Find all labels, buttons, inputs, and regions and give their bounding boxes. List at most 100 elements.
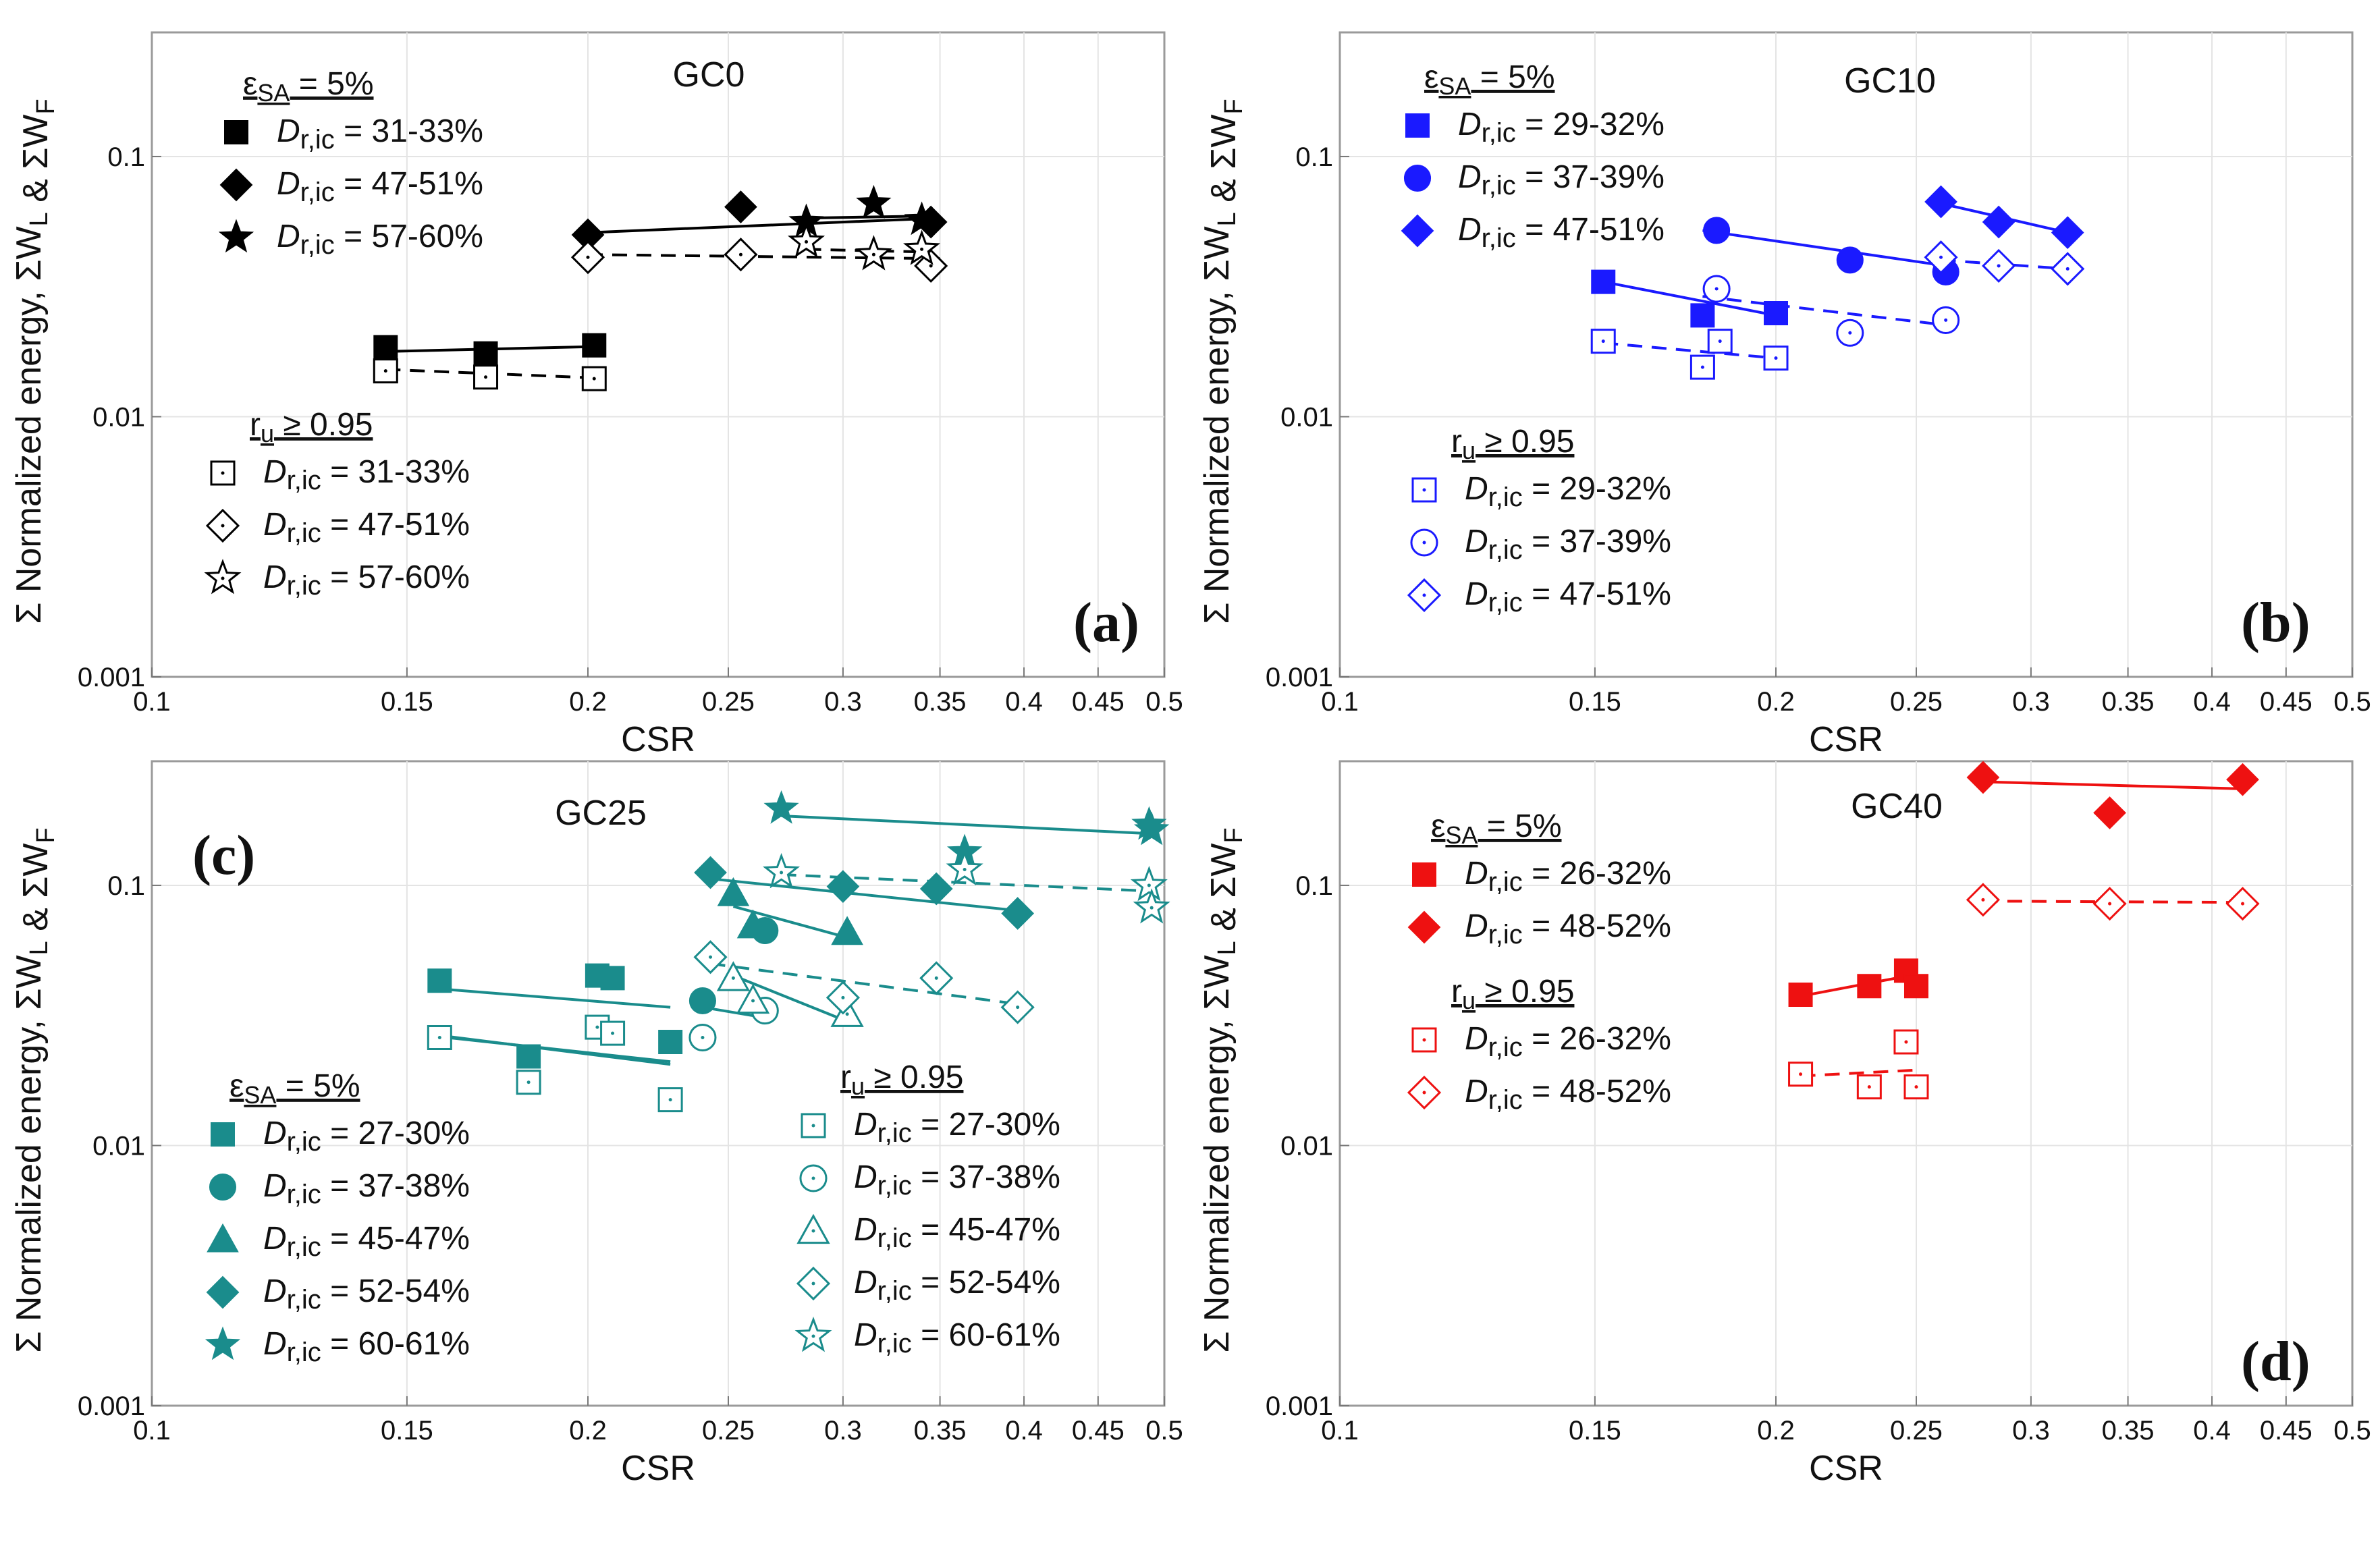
x-tick-label: 0.3 [824, 1416, 862, 1445]
x-tick-label: 0.2 [569, 1416, 607, 1445]
data-point-4-2-center-dot [929, 264, 933, 268]
x-axis-label: CSR [621, 720, 695, 759]
data-point-3-0-center-dot [383, 369, 387, 373]
legend-marker-center-dot [221, 576, 225, 580]
data-point-3-2 [919, 872, 953, 906]
data-point-0-4 [658, 1030, 683, 1055]
legend-marker [218, 219, 254, 253]
y-tick-label: 0.1 [1295, 871, 1333, 901]
x-tick-label: 0.45 [1072, 1416, 1125, 1445]
x-tick-label: 0.45 [2260, 687, 2313, 717]
legend-entry-ru-0: Dr,ic = 29-32% [1465, 471, 1671, 512]
y-axis-label: Σ Normalized energy, ΣWL & ΣWF [1197, 99, 1248, 624]
legend-marker-center-dot [811, 1334, 815, 1338]
legend-marker-center-dot [1422, 541, 1426, 545]
data-point-2-2 [904, 201, 940, 236]
data-point-3-2-center-dot [1718, 339, 1722, 343]
data-point-1-1 [2093, 796, 2126, 829]
data-point-0-0 [373, 335, 398, 360]
legend-entry-sa-2: Dr,ic = 47-51% [1458, 212, 1665, 253]
legend-marker [1401, 214, 1434, 248]
legend-marker-center-dot [811, 1229, 815, 1233]
legend-entry-ru-4: Dr,ic = 60-61% [854, 1317, 1060, 1358]
legend-entry-ru-3: Dr,ic = 52-54% [854, 1265, 1060, 1306]
fit-line-5 [1941, 258, 2068, 271]
panel-letter: (c) [192, 824, 255, 887]
x-tick-label: 0.4 [2193, 1416, 2231, 1445]
x-tick-label: 0.4 [1005, 1416, 1043, 1445]
data-point-3-0 [694, 856, 727, 889]
x-tick-label: 0.1 [133, 687, 171, 717]
legend-entry-sa-4: Dr,ic = 60-61% [263, 1326, 470, 1367]
data-point-4-2-center-dot [1944, 318, 1948, 322]
x-tick-label: 0.1 [1321, 687, 1359, 717]
y-tick-label: 0.01 [92, 1131, 145, 1161]
data-point-1-1 [724, 190, 757, 224]
panel-title: GC0 [673, 55, 745, 94]
data-point-7-1-center-dot [751, 999, 755, 1003]
data-point-8-3-center-dot [1016, 1006, 1020, 1010]
data-point-3-1-center-dot [1700, 365, 1704, 369]
fit-line-0 [1602, 280, 1777, 317]
fit-line-1 [587, 217, 940, 234]
data-point-0-2 [1764, 301, 1789, 326]
x-tick-label: 0.4 [1005, 687, 1043, 717]
legend-entry-sa-0: Dr,ic = 27-30% [263, 1116, 470, 1157]
x-tick-label: 0.35 [2102, 1416, 2155, 1445]
data-point-4-3 [1133, 811, 1170, 846]
x-tick-label: 0.5 [2333, 1416, 2371, 1445]
legend-entry-ru-0: Dr,ic = 26-32% [1465, 1021, 1671, 1062]
legend-sa-title: εSA = 5% [229, 1068, 360, 1109]
legend-marker-center-dot [1422, 593, 1426, 597]
x-tick-label: 0.5 [1145, 687, 1183, 717]
legend-marker [1405, 113, 1430, 138]
data-point-5-2-center-dot [920, 247, 924, 251]
legend-marker [206, 1275, 240, 1309]
legend-entry-ru-2: Dr,ic = 45-47% [854, 1212, 1060, 1253]
plot-area-b [1338, 31, 2354, 678]
data-point-1-2 [2226, 763, 2259, 796]
data-point-0-3 [600, 966, 625, 991]
legend-entry-ru-1: Dr,ic = 37-39% [1465, 524, 1671, 565]
data-point-0-1 [1690, 303, 1715, 328]
data-point-5-0-center-dot [437, 1035, 441, 1039]
fit-line-2 [1800, 1068, 1917, 1078]
panel-a: 0.1 0.15 0.2 0.25 0.3 0.35 0.4 0.45 0.5 0.001 0.01… [9, 31, 1183, 759]
legend-entry-ru-1: Dr,ic = 37-38% [854, 1159, 1060, 1201]
legend-entry-sa-2: Dr,ic = 45-47% [263, 1221, 470, 1262]
legend-entry-ru-0: Dr,ic = 31-33% [263, 454, 470, 495]
data-point-0-3 [1903, 974, 1928, 999]
plot-area-a [151, 31, 1166, 678]
data-point-8-2-center-dot [934, 976, 938, 980]
legend-ru-title: ru ≥ 0.95 [1451, 974, 1574, 1014]
x-tick-label: 0.3 [824, 687, 862, 717]
data-point-2-2-center-dot [1904, 1040, 1908, 1044]
fit-line-8 [710, 962, 1018, 1006]
legend-entry-sa-0: Dr,ic = 31-33% [277, 113, 483, 155]
panel-d: 0.1 0.15 0.2 0.25 0.3 0.35 0.4 0.45 0.5 0.001 0.01… [1197, 760, 2371, 1488]
legend-marker [211, 1122, 235, 1147]
legend-marker [1412, 862, 1436, 887]
data-point-0-1 [516, 1044, 541, 1069]
y-axis-label: Σ Normalized energy, ΣWL & ΣWF [9, 99, 60, 624]
y-tick-label: 0.001 [78, 663, 145, 692]
legend-entry-ru-2: Dr,ic = 57-60% [263, 559, 470, 601]
plot-area-c [151, 760, 1166, 1407]
data-point-3-1-center-dot [2108, 902, 2112, 906]
data-point-5-2-center-dot [2065, 267, 2070, 271]
legend-marker-center-dot [1422, 488, 1426, 492]
legend-entry-sa-3: Dr,ic = 52-54% [263, 1273, 470, 1315]
data-point-2-2 [2051, 216, 2084, 250]
data-point-4-1-center-dot [1848, 331, 1852, 335]
data-point-0-1 [473, 341, 498, 366]
y-tick-label: 0.001 [78, 1392, 145, 1421]
panel-letter: (b) [2241, 591, 2310, 654]
data-point-2-1-center-dot [1867, 1085, 1871, 1089]
legend-marker [219, 168, 253, 202]
x-axis-label: CSR [621, 1449, 695, 1488]
x-tick-label: 0.25 [702, 1416, 755, 1445]
data-point-6-0-center-dot [701, 1035, 705, 1039]
legend-marker [224, 120, 248, 144]
legend-ru-title: ru ≥ 0.95 [1451, 424, 1574, 464]
data-point-1-0 [1703, 217, 1731, 244]
